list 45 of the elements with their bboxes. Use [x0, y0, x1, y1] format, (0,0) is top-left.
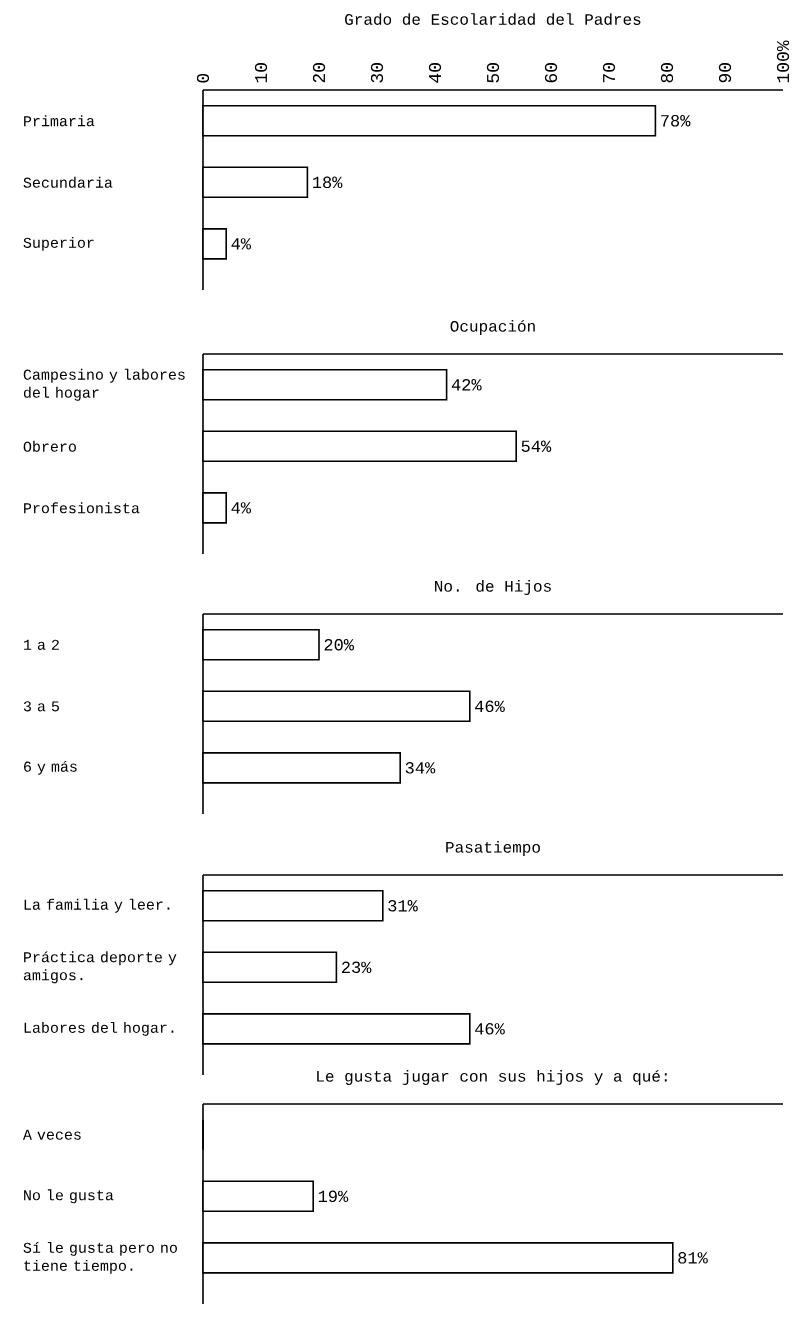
chart-title: Le gusta jugar con sus hijos y a qué: [317, 1070, 667, 1085]
chart-title: No. de Hijos [435, 580, 551, 595]
x-tick-label: 90 [718, 63, 732, 83]
data-label: 54% [521, 440, 552, 453]
y-tick-label: Práctica deporte y amigos. [23, 951, 177, 984]
y-tick-label: 3 a 5 [23, 701, 59, 712]
x-tick-label: 80 [660, 63, 674, 83]
y-tick-label: La familia y leer. [24, 898, 170, 913]
data-label: 4% [231, 502, 252, 514]
x-tick-label: 70 [602, 63, 616, 83]
data-label: 81% [678, 1252, 708, 1264]
data-label: 19% [318, 1190, 349, 1203]
x-tick-label: 60 [544, 63, 558, 83]
y-tick-label: No le gusta [24, 1189, 114, 1204]
x-tick-label: 30 [370, 63, 384, 83]
data-label: 78% [661, 114, 691, 127]
data-label: 18% [313, 176, 343, 189]
data-label: 42% [451, 379, 482, 391]
data-label: 23% [341, 961, 372, 974]
x-tick-label: 10 [254, 63, 268, 83]
chart-title: Grado de Escolaridad del Padres [345, 13, 641, 25]
y-tick-label: Labores del hogar. [24, 1021, 174, 1036]
x-tick-label: 50 [486, 63, 500, 83]
y-tick-label: Sí le gusta pero no tiene tiempo. [23, 1241, 177, 1274]
x-tick-label: 20 [312, 63, 326, 83]
y-tick-label: 6 y más [24, 760, 77, 775]
y-tick-label: Obrero [23, 440, 76, 452]
y-tick-label: A veces [22, 1129, 81, 1140]
data-label: 46% [475, 1023, 505, 1035]
data-label: 31% [388, 899, 418, 912]
x-tick-label: 40 [428, 63, 442, 83]
y-tick-label: Secundaria [23, 176, 113, 188]
data-label: 20% [324, 638, 355, 651]
y-tick-label: Profesionista [24, 502, 140, 514]
x-tick-label: 100% [776, 40, 790, 83]
y-tick-label: Campesino y labores del hogar [23, 368, 185, 401]
chart-title: Pasatiempo [446, 841, 540, 856]
data-label: 4% [231, 238, 252, 250]
x-tick-label: 0 [196, 73, 210, 83]
y-tick-label: Primaria [24, 115, 95, 127]
y-tick-label: Superior [23, 236, 94, 251]
data-label: 34% [405, 762, 436, 774]
y-tick-label: 1 a 2 [24, 639, 59, 650]
chart-title: Ocupación [450, 320, 535, 335]
data-label: 46% [475, 700, 505, 713]
